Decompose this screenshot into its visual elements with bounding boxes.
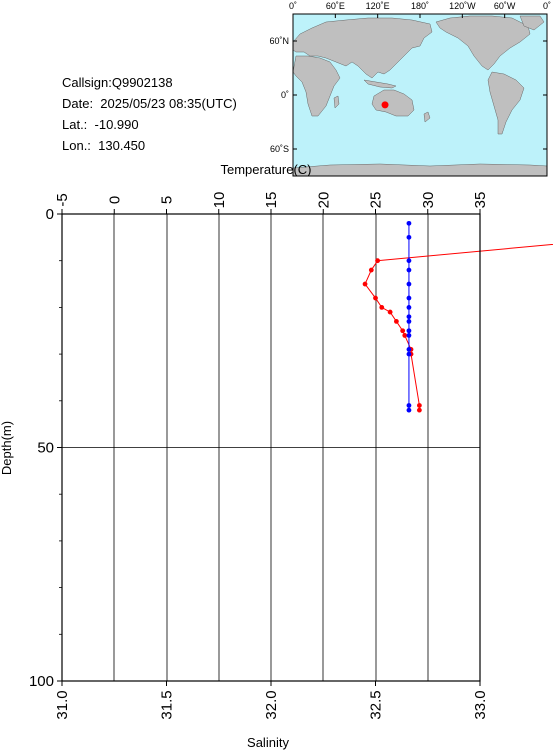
salinity-tick-label: 32.5 [368, 690, 385, 719]
map-lon-label: 0˚ [289, 1, 297, 11]
map-land [292, 15, 548, 177]
depth-tick-label: 0 [46, 206, 54, 223]
temperature-tick-label: 5 [159, 196, 176, 204]
temperature-point [406, 328, 412, 334]
temperature-point [406, 258, 412, 264]
temperature-point [406, 281, 412, 287]
map-lat-label: 0˚ [281, 90, 289, 100]
temperature-point [406, 351, 412, 357]
salinity-point [387, 309, 393, 315]
salinity-point [373, 295, 378, 301]
depth-ticks: 0 50 100 [29, 206, 62, 690]
depth-tick-label: 50 [37, 440, 54, 457]
world-map: 0˚ 60˚E 120˚E 180˚ 120˚W 60˚W 0˚ 60˚N 0˚ 60˚S [269, 1, 551, 177]
depth-tick-label: 100 [29, 673, 54, 690]
salinity-point [394, 319, 399, 324]
temperature-point [406, 403, 412, 408]
salinity-point [416, 407, 422, 413]
salinity-axis-label: Salinity [247, 735, 289, 750]
map-lon-label: 60˚E [326, 1, 345, 11]
map-lon-label: 60˚W [494, 1, 516, 11]
depth-axis-label: Depth(m) [0, 421, 14, 475]
temperature-tick-label: 10 [211, 192, 228, 209]
map-lon-label: 120˚E [366, 1, 390, 11]
temperature-axis-label: Temperature(C) [220, 162, 311, 177]
salinity-point [400, 328, 406, 334]
temperature-point [406, 220, 412, 226]
latitude-text: Lat.: -10.990 [62, 117, 139, 132]
temperature-point [406, 314, 412, 320]
salinity-point [362, 281, 368, 287]
salinity-tick-label: 31.0 [54, 690, 71, 719]
chart-grid [62, 214, 480, 681]
map-lat-label: 60˚S [270, 144, 289, 154]
plot-frame [61, 213, 481, 682]
temperature-tick-label: -5 [54, 193, 71, 206]
salinity-point [402, 333, 408, 338]
temperature-ticks: -5 0 5 10 15 20 25 30 35 [54, 192, 489, 214]
salinity-tick-label: 32.0 [263, 690, 280, 719]
temperature-point [406, 267, 412, 273]
temperature-tick-label: 25 [368, 192, 385, 209]
temperature-point [406, 333, 412, 338]
salinity-point [368, 267, 374, 273]
salinity-tick-label: 33.0 [472, 690, 489, 719]
temperature-point [406, 305, 412, 310]
temperature-tick-label: 15 [263, 192, 280, 209]
map-lon-label: 120˚W [449, 1, 476, 11]
temperature-point [406, 295, 412, 301]
temperature-point [406, 319, 412, 324]
salinity-line [364, 243, 553, 411]
temperature-tick-label: 20 [315, 192, 332, 209]
salinity-ticks: 31.0 31.5 32.0 32.5 33.0 [54, 681, 489, 720]
callsign-text: Callsign:Q9902138 [62, 75, 173, 90]
temperature-tick-label: 30 [420, 192, 437, 209]
date-text: Date: 2025/05/23 08:35(UTC) [62, 96, 237, 111]
temperature-point [406, 407, 412, 413]
temperature-point [406, 234, 412, 240]
station-info: Callsign:Q9902138 Date: 2025/05/23 08:35… [62, 72, 237, 156]
temperature-tick-label: 0 [106, 196, 123, 204]
map-lon-label: 180˚ [411, 1, 429, 11]
station-marker [381, 101, 389, 109]
salinity-tick-label: 31.5 [159, 690, 176, 719]
salinity-point [416, 403, 422, 408]
salinity-point [375, 258, 380, 264]
salinity-point [379, 305, 385, 310]
map-lon-label: 0˚ [543, 1, 551, 11]
map-lat-label: 60˚N [269, 36, 289, 46]
longitude-text: Lon.: 130.450 [62, 138, 146, 153]
temperature-point [406, 347, 412, 352]
temperature-tick-label: 35 [472, 192, 489, 209]
profile-series [362, 220, 553, 413]
